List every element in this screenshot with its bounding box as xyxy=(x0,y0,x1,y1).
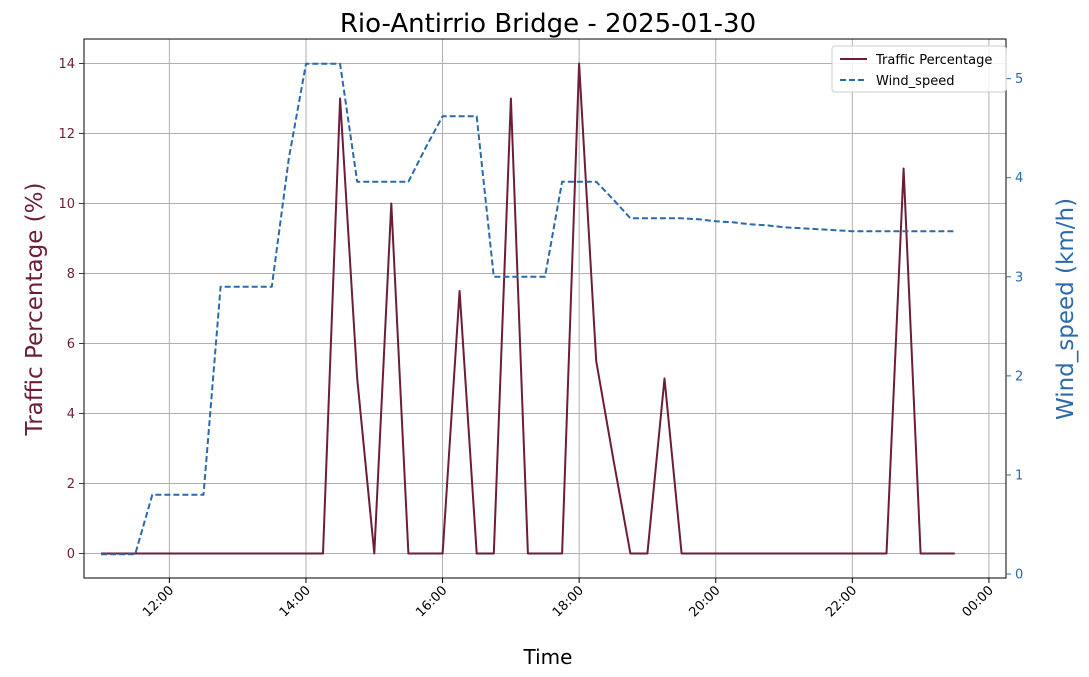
y-left-tick-label: 10 xyxy=(58,197,75,212)
legend-box xyxy=(831,45,1007,93)
y-axis-left-label: Traffic Percentage (%) xyxy=(22,183,48,437)
x-axis-label: Time xyxy=(523,645,573,669)
y-right-tick-label: 0 xyxy=(1015,568,1023,583)
y-right-tick-label: 1 xyxy=(1015,468,1023,483)
y-left-tick-label: 14 xyxy=(58,57,75,72)
legend-label-wind: Wind_speed xyxy=(876,74,954,89)
y-left-tick-label: 8 xyxy=(67,267,75,282)
y-left-tick-label: 2 xyxy=(67,477,75,492)
series-line-wind xyxy=(101,62,955,556)
grid xyxy=(84,39,1006,578)
y-axis-right-label: Wind_speed (km/h) xyxy=(1053,198,1079,420)
chart-title: Rio-Antirrio Bridge - 2025-01-30 xyxy=(340,9,756,39)
series-line-traffic xyxy=(101,62,955,555)
legend-label-traffic: Traffic Percentage xyxy=(875,53,992,68)
y-left-tick-label: 6 xyxy=(67,337,75,352)
y-right-tick-label: 5 xyxy=(1015,72,1023,87)
plot-frame xyxy=(83,38,1007,579)
series-layer xyxy=(101,62,955,556)
y-left-tick-label: 12 xyxy=(58,127,75,142)
y-right-tick-label: 3 xyxy=(1015,270,1023,285)
y-right-tick-label: 2 xyxy=(1015,369,1023,384)
y-left-tick-label: 0 xyxy=(67,547,75,562)
y-right-tick-label: 4 xyxy=(1015,171,1023,186)
y-left-tick-label: 4 xyxy=(67,407,75,422)
legend: Traffic Percentage Wind_speed xyxy=(831,45,1007,93)
